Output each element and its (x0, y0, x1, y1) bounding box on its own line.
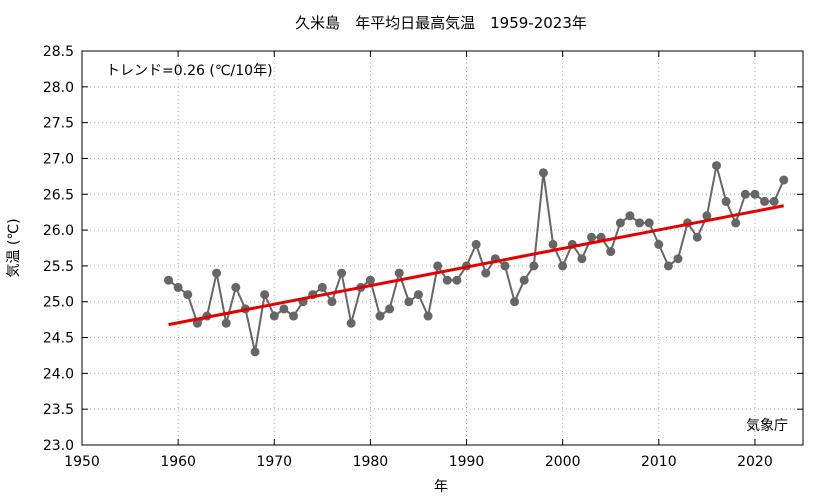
data-point (442, 275, 452, 285)
data-point (663, 261, 673, 271)
y-tick-label: 25.5 (43, 259, 74, 275)
data-point (558, 261, 568, 271)
data-point (635, 218, 645, 228)
data-point (779, 175, 789, 185)
data-point (577, 254, 587, 264)
data-point (519, 275, 529, 285)
grid (82, 51, 803, 445)
y-tick-label: 24.5 (43, 331, 74, 347)
data-point (711, 161, 721, 171)
y-tick-label: 28.5 (43, 44, 74, 60)
x-tick-label: 1960 (160, 454, 196, 470)
data-point (615, 218, 625, 228)
data-point (317, 282, 327, 292)
data-point (183, 290, 193, 300)
data-point (413, 290, 423, 300)
data-point (221, 318, 231, 328)
data-point (212, 268, 222, 278)
data-point (423, 311, 433, 321)
data-point (260, 290, 270, 300)
data-point (481, 268, 491, 278)
x-tick-label: 2000 (545, 454, 581, 470)
data-point (288, 311, 298, 321)
y-tick-label: 28.0 (43, 80, 74, 96)
data-point (231, 282, 241, 292)
data-point (173, 282, 183, 292)
data-point (164, 275, 174, 285)
data-point (327, 297, 337, 307)
data-point (538, 168, 548, 178)
y-tick-label: 25.0 (43, 295, 74, 311)
data-point (452, 275, 462, 285)
data-point (750, 189, 760, 199)
plot-area-frame (81, 50, 804, 446)
y-axis-label: 気温 (℃) (6, 218, 22, 277)
data-point (279, 304, 289, 314)
data-point (740, 189, 750, 199)
data-point (587, 232, 597, 242)
data-point (673, 254, 683, 264)
data-series (164, 161, 789, 357)
series-line (167, 165, 785, 353)
data-point (692, 232, 702, 242)
x-axis-label: 年 (434, 479, 448, 495)
x-tick-label: 1980 (353, 454, 389, 470)
data-point (510, 297, 520, 307)
data-point (346, 318, 356, 328)
data-point (529, 261, 539, 271)
x-tick-label: 1970 (256, 454, 292, 470)
data-point (721, 196, 731, 206)
x-tick-label: 2010 (641, 454, 677, 470)
data-point (702, 211, 712, 221)
data-point (385, 304, 395, 314)
y-tick-label: 23.5 (43, 402, 74, 418)
x-tick-label: 2020 (737, 454, 773, 470)
y-tick-label: 27.0 (43, 151, 74, 167)
axis-ticks: 23.0 23.5 24.0 24.5 25.0 25.5 26.0 26.5 27.0 27.5… (43, 44, 803, 470)
x-tick-label: 1950 (64, 454, 100, 470)
y-tick-label: 23.0 (43, 438, 74, 454)
x-tick-label: 1990 (449, 454, 485, 470)
data-point (404, 297, 414, 307)
trend-annotation: トレンド=0.26 (℃/10年) (106, 63, 273, 79)
data-point (433, 261, 443, 271)
data-point (606, 247, 616, 257)
y-tick-label: 24.0 (43, 366, 74, 382)
data-point (269, 311, 279, 321)
chart-title: 久米島 年平均日最高気温 1959-2023年 (295, 14, 587, 32)
data-point (250, 347, 260, 357)
data-point (769, 196, 779, 206)
trend-layer (168, 204, 785, 327)
data-point (644, 218, 654, 228)
data-point (500, 261, 510, 271)
data-point (394, 268, 404, 278)
data-point (471, 239, 481, 249)
data-point (760, 196, 770, 206)
data-point (625, 211, 635, 221)
trend-line (168, 204, 785, 327)
data-point (548, 239, 558, 249)
data-point (375, 311, 385, 321)
y-tick-label: 26.0 (43, 223, 74, 239)
data-point (654, 239, 664, 249)
data-point (731, 218, 741, 228)
data-point (337, 268, 347, 278)
data-point (365, 275, 375, 285)
source-label: 気象庁 (746, 418, 788, 434)
y-tick-label: 27.5 (43, 116, 74, 132)
y-tick-label: 26.5 (43, 187, 74, 203)
